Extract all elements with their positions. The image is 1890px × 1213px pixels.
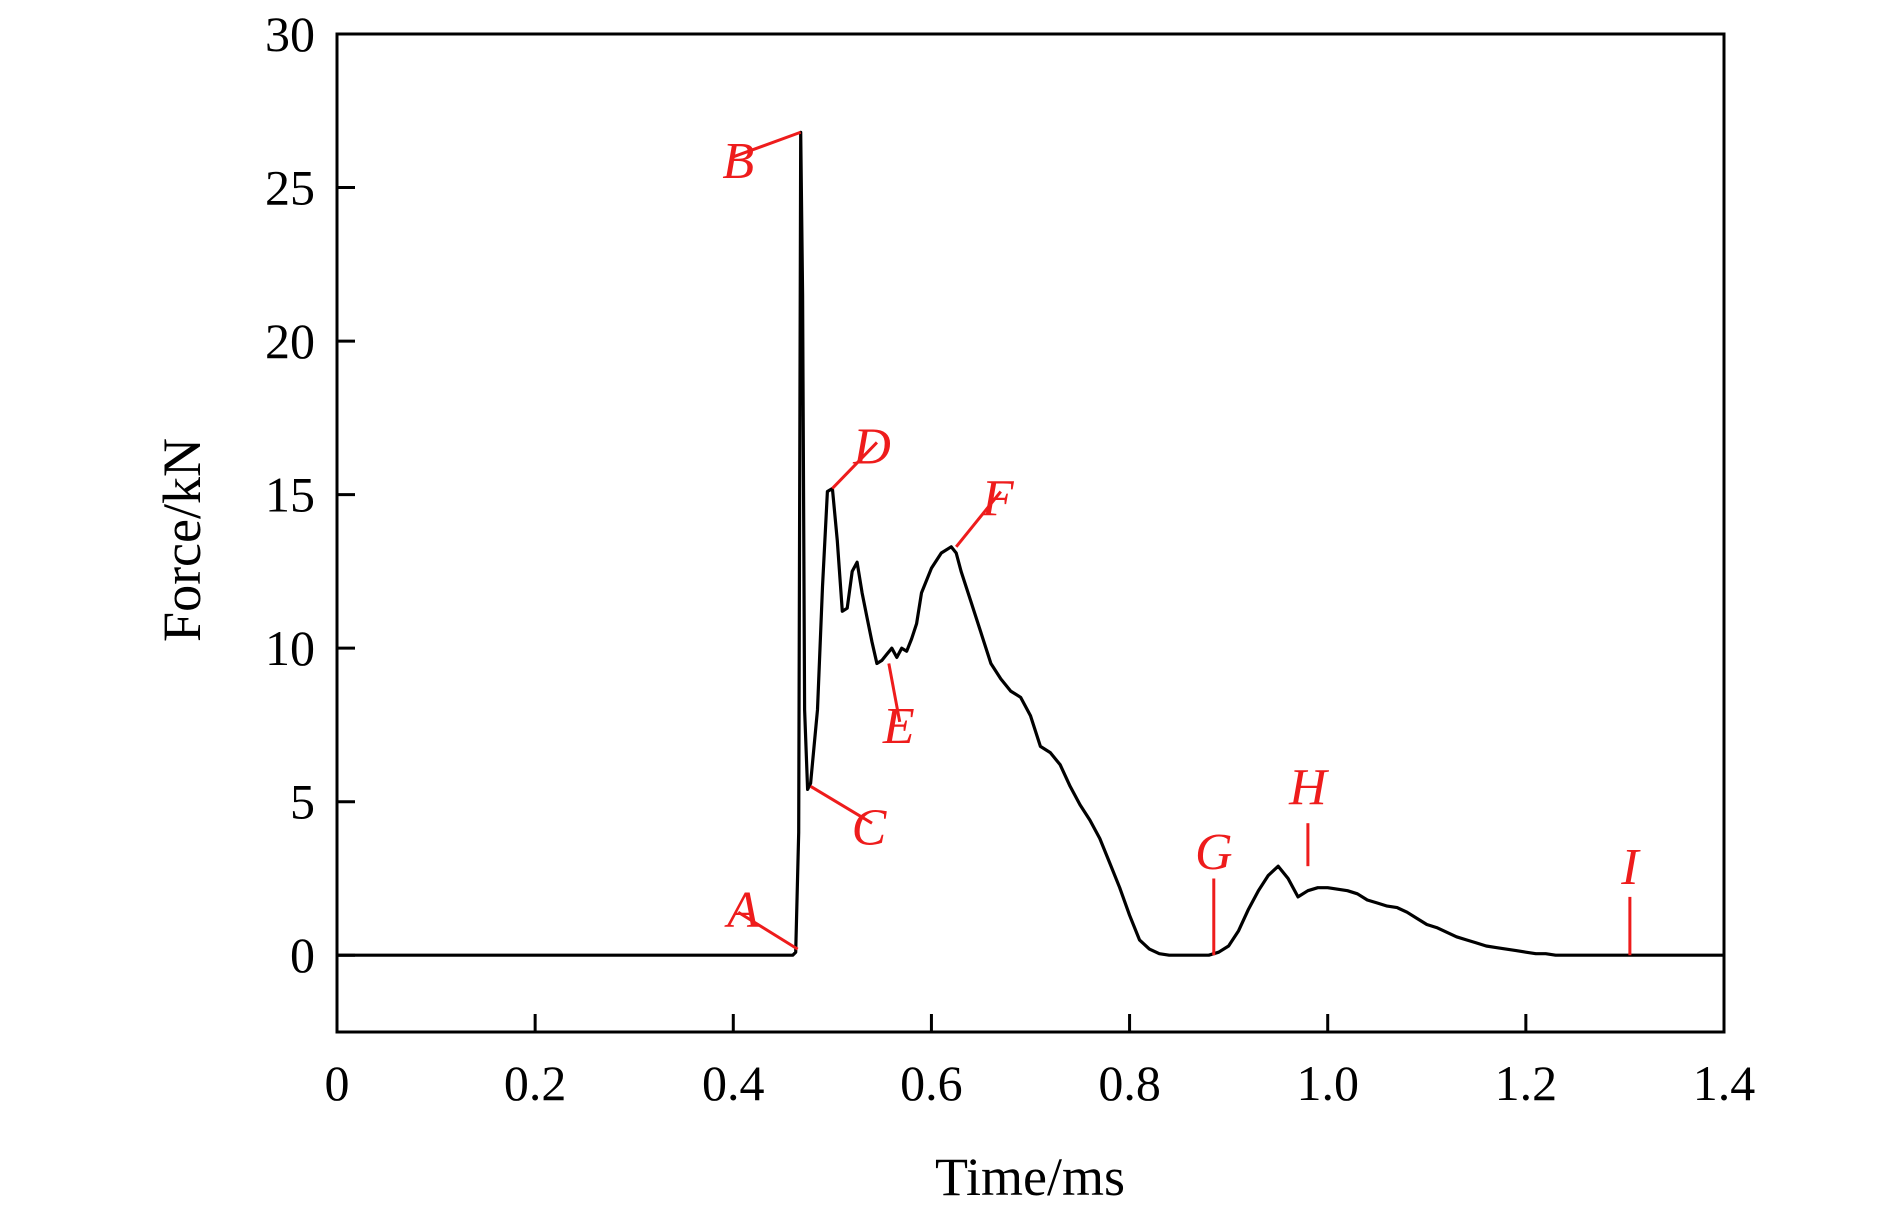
annotation-label-i: I <box>1620 839 1641 896</box>
annotation-label-b: B <box>722 133 754 190</box>
y-axis-title: Force/kN <box>152 438 212 642</box>
annotation-layer: A B C D E F GH I <box>722 130 1641 956</box>
annotation-leader-d <box>831 441 879 490</box>
y-axis-ticks: 0 5 10 15 20 25 30 <box>265 6 355 983</box>
x-tick-label: 1.2 <box>1495 1055 1558 1111</box>
x-tick-label: 1.4 <box>1693 1055 1756 1111</box>
x-tick-label: 1.0 <box>1296 1055 1359 1111</box>
series-layer <box>337 130 1724 957</box>
annotation-label-g: G <box>1195 824 1233 881</box>
y-tick-label: 20 <box>265 313 315 369</box>
annotation-leader-f <box>955 490 1002 548</box>
annotation-label-d: D <box>852 418 891 475</box>
force-series-line <box>337 130 1724 957</box>
x-axis-ticks: 0 0.2 0.4 0.6 0.8 1.0 1.2 1.4 <box>325 1014 1756 1111</box>
annotation-label-f: F <box>981 471 1015 528</box>
y-tick-label: 5 <box>290 774 315 830</box>
annotation-leader-b <box>732 130 802 159</box>
annotation-leader-a <box>737 910 799 951</box>
plot-frame <box>335 32 1726 1034</box>
x-tick-label: 0.6 <box>900 1055 963 1111</box>
annotation-label-e: E <box>882 698 915 755</box>
annotation-leader-e <box>887 663 902 723</box>
x-tick-label: 0.2 <box>504 1055 567 1111</box>
x-tick-label: 0 <box>325 1055 350 1111</box>
x-tick-label: 0.8 <box>1098 1055 1161 1111</box>
y-tick-label: 30 <box>265 6 315 62</box>
x-axis-title: Time/ms <box>935 1147 1125 1207</box>
y-tick-label: 0 <box>290 927 315 983</box>
annotation-label-h: H <box>1288 759 1329 816</box>
annotation-label-a: A <box>724 882 759 939</box>
annotation-label-c: C <box>852 799 888 856</box>
y-tick-label: 25 <box>265 160 315 216</box>
annotation-leader-c <box>809 785 873 825</box>
y-tick-label: 15 <box>265 467 315 523</box>
x-tick-label: 0.4 <box>702 1055 765 1111</box>
y-tick-label: 10 <box>265 620 315 676</box>
